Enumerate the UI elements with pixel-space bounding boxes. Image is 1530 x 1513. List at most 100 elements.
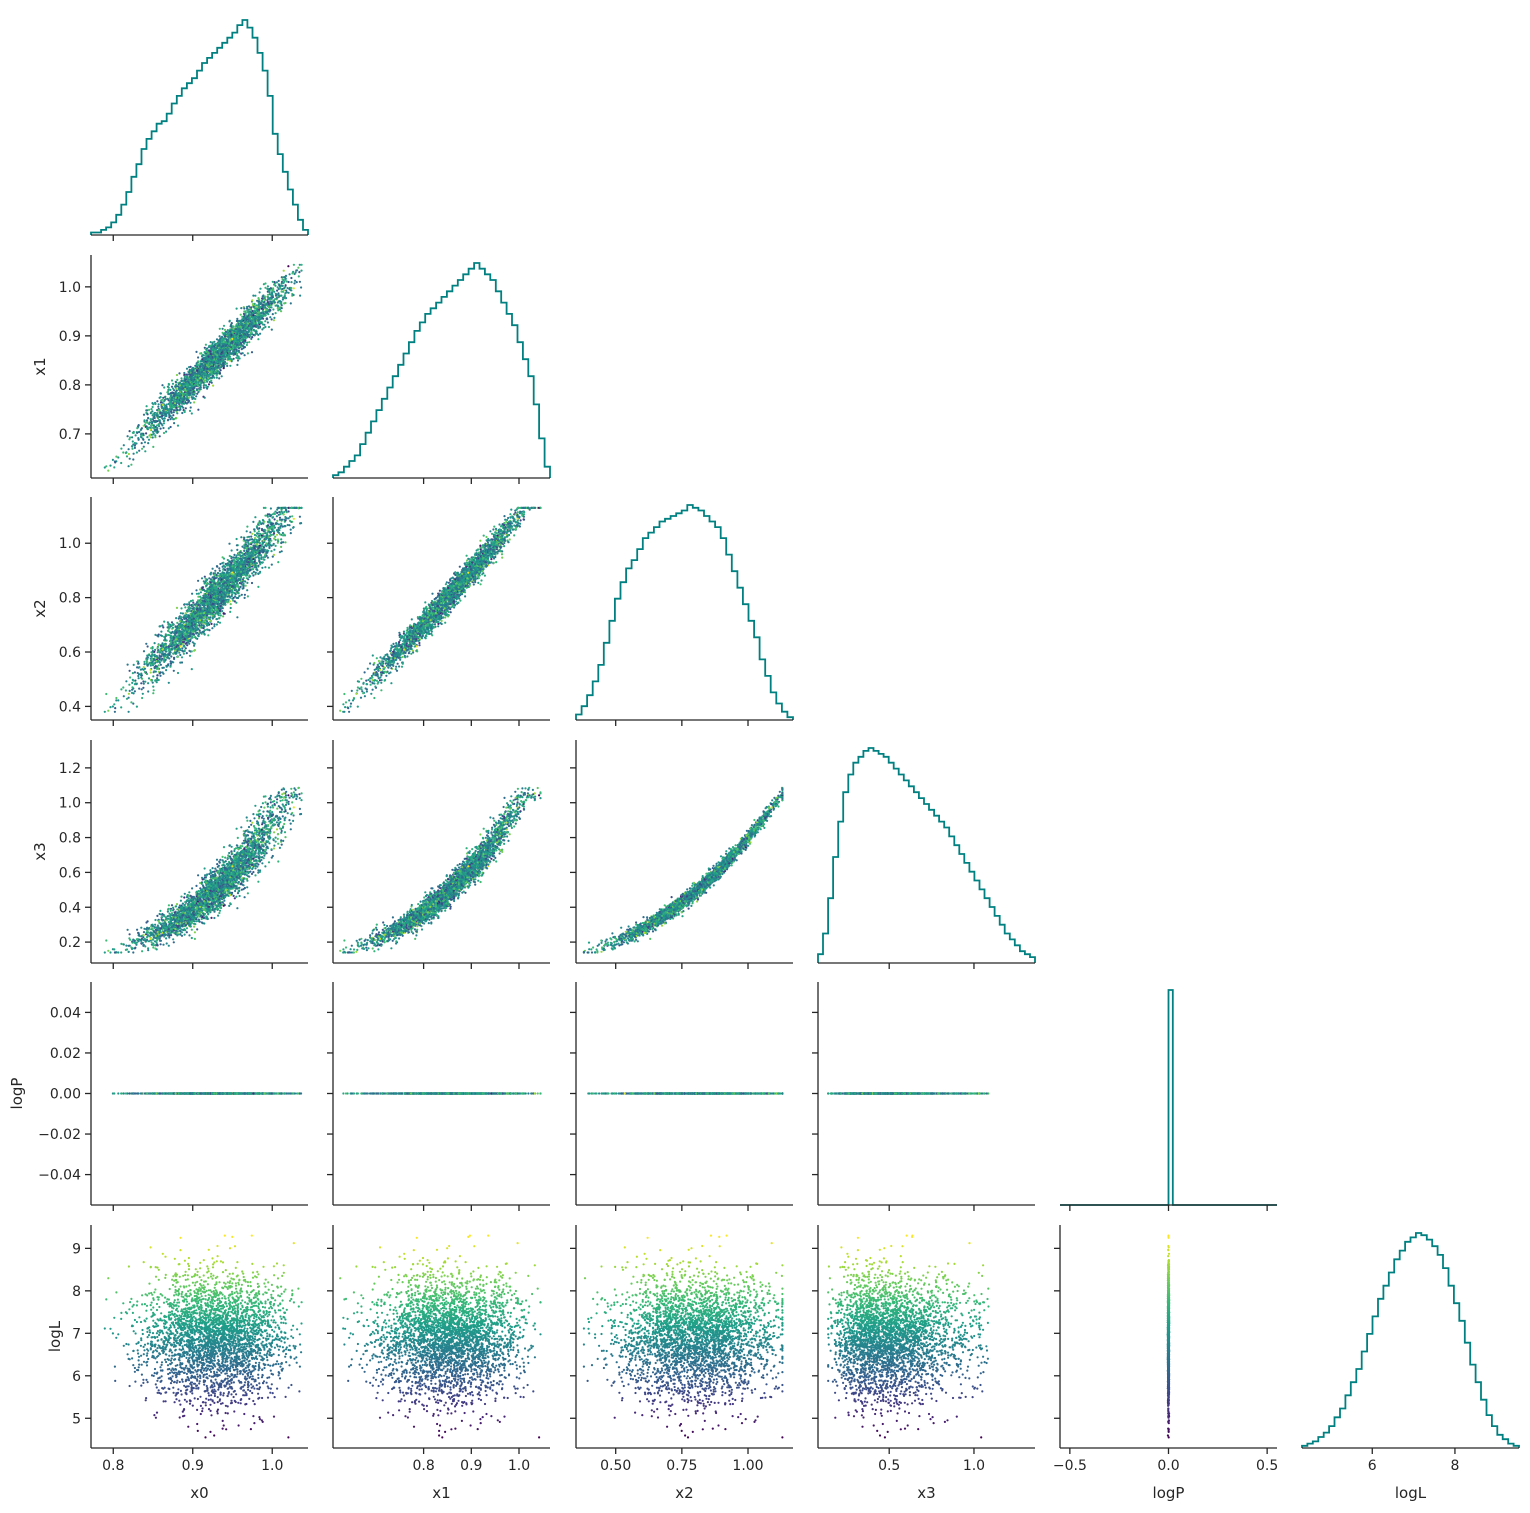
scatter-point [209,341,212,344]
scatter-point [182,406,185,409]
scatter-point [143,663,146,666]
scatter-point [203,575,206,578]
scatter-point [182,642,185,646]
scatter-point [199,377,202,380]
scatter-point [143,423,146,427]
scatter-point [229,347,232,350]
scatter-point [251,299,254,302]
scatter-point [222,332,225,335]
scatter-point [162,409,165,412]
scatter-point [184,386,187,389]
scatter-point [149,428,152,431]
scatter-point [280,307,283,310]
scatter-point [251,326,254,329]
scatter-point [217,358,220,361]
scatter-point [281,298,284,301]
scatter-point [150,647,153,650]
scatter-point [107,469,110,472]
scatter-point [248,320,251,323]
scatter-point [179,661,182,664]
scatter-point [172,406,175,409]
scatter-point [252,323,255,326]
scatter-point [249,531,252,534]
scatter-point [178,372,181,375]
scatter-point [275,281,278,284]
scatter-point [183,393,186,396]
scatter-point [218,335,221,338]
scatter-point [227,358,230,361]
scatter-point [173,422,176,425]
scatter-point [236,335,239,338]
scatter-point [164,413,167,416]
scatter-point [176,378,179,381]
scatter-point [264,314,267,317]
scatter-point [159,663,162,666]
scatter-point [212,369,215,372]
scatter-point [274,535,277,538]
scatter-point [256,316,259,319]
scatter-point [256,324,259,327]
scatter-point [233,339,236,342]
scatter-point [279,525,282,528]
scatter-point [138,687,141,690]
scatter-point [238,581,241,585]
scatter-point [248,341,251,344]
scatter-point [239,321,242,324]
scatter-point [144,680,147,683]
scatter-point [225,354,229,357]
scatter-point [202,381,205,384]
scatter-point [182,387,185,390]
scatter-point [151,436,154,439]
scatter-point [209,352,212,355]
scatter-point [197,356,200,359]
scatter-point [138,449,141,452]
scatter-point [249,331,253,334]
scatter-point [241,352,244,355]
scatter-point [155,431,158,434]
scatter-point [193,401,196,404]
scatter-point [145,405,148,408]
scatter-point [280,545,283,549]
scatter-point [213,356,216,359]
scatter-point [247,322,250,325]
scatter-point [254,318,257,321]
scatter-point [163,419,166,422]
scatter-point [269,316,272,319]
scatter-point [148,434,151,437]
scatter-point [285,509,288,512]
scatter-point [137,438,140,441]
scatter-point [240,307,243,310]
scatter-point [175,617,178,620]
scatter-point [276,289,279,292]
scatter-point [271,296,275,299]
scatter-point [222,324,226,327]
scatter-point [275,533,279,536]
scatter-point [298,263,301,266]
scatter-point [253,329,256,332]
scatter-point [111,458,114,461]
scatter-point [165,414,168,418]
scatter-point [157,403,160,406]
scatter-point [170,410,173,413]
scatter-point [169,418,172,421]
scatter-point [203,364,206,367]
scatter-point [190,412,193,415]
scatter-point [200,382,203,385]
scatter-point [246,341,249,344]
scatter-point [151,410,154,413]
scatter-point [152,692,155,695]
scatter-point [236,359,240,362]
scatter-point [191,370,194,373]
scatter-point [261,328,264,331]
scatter-point [274,304,277,307]
scatter-point [210,622,213,626]
panel-x0-vs-x0 [90,19,309,241]
scatter-point [120,447,123,450]
scatter-point [171,391,174,394]
scatter-point [172,669,175,672]
scatter-point [194,397,197,401]
scatter-point [217,339,220,342]
scatter-point [290,286,293,290]
scatter-point [193,644,196,647]
scatter-point [229,358,232,361]
